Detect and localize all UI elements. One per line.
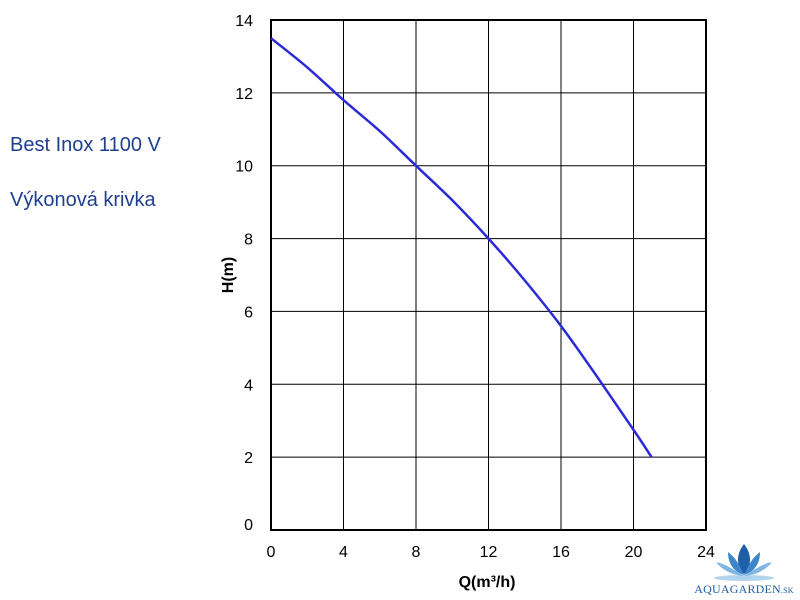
x-tick-labels: 0 4 8 12 16 20 24	[267, 544, 715, 561]
lotus-icon	[714, 544, 774, 581]
x-tick-label: 8	[412, 544, 421, 561]
y-tick-label: 8	[244, 232, 253, 249]
x-tick-label: 12	[480, 544, 498, 561]
y-tick-label: 14	[235, 13, 253, 30]
y-tick-label: 10	[235, 159, 253, 176]
x-tick-label: 20	[625, 544, 643, 561]
product-title: Best Inox 1100 V	[10, 134, 161, 156]
aquagarden-logo: AQUAGARDEN.SK	[690, 538, 798, 598]
y-axis-label: H(m)	[220, 257, 237, 293]
y-tick-label: 0	[244, 517, 253, 534]
y-tick-label: 2	[244, 450, 253, 467]
curve-title: Výkonová krivka	[10, 189, 156, 211]
logo-wordmark: AQUAGARDEN.SK	[690, 582, 798, 597]
plot-frame	[270, 19, 707, 531]
logo-name: AQUAGARDEN	[694, 582, 781, 596]
performance-curve	[270, 37, 653, 458]
x-tick-label: 4	[339, 544, 348, 561]
x-tick-label: 24	[697, 544, 715, 561]
x-tick-label: 0	[267, 544, 276, 561]
x-axis-label: Q(m³/h)	[459, 574, 516, 591]
y-tick-label: 6	[244, 304, 253, 321]
logo-suffix: .SK	[780, 586, 794, 595]
x-tick-label: 16	[552, 544, 570, 561]
y-tick-label: 4	[244, 377, 253, 394]
y-tick-labels: 0 2 4 6 8 10 12 14	[235, 13, 253, 534]
chart-grid	[270, 19, 707, 531]
y-tick-label: 12	[235, 86, 253, 103]
